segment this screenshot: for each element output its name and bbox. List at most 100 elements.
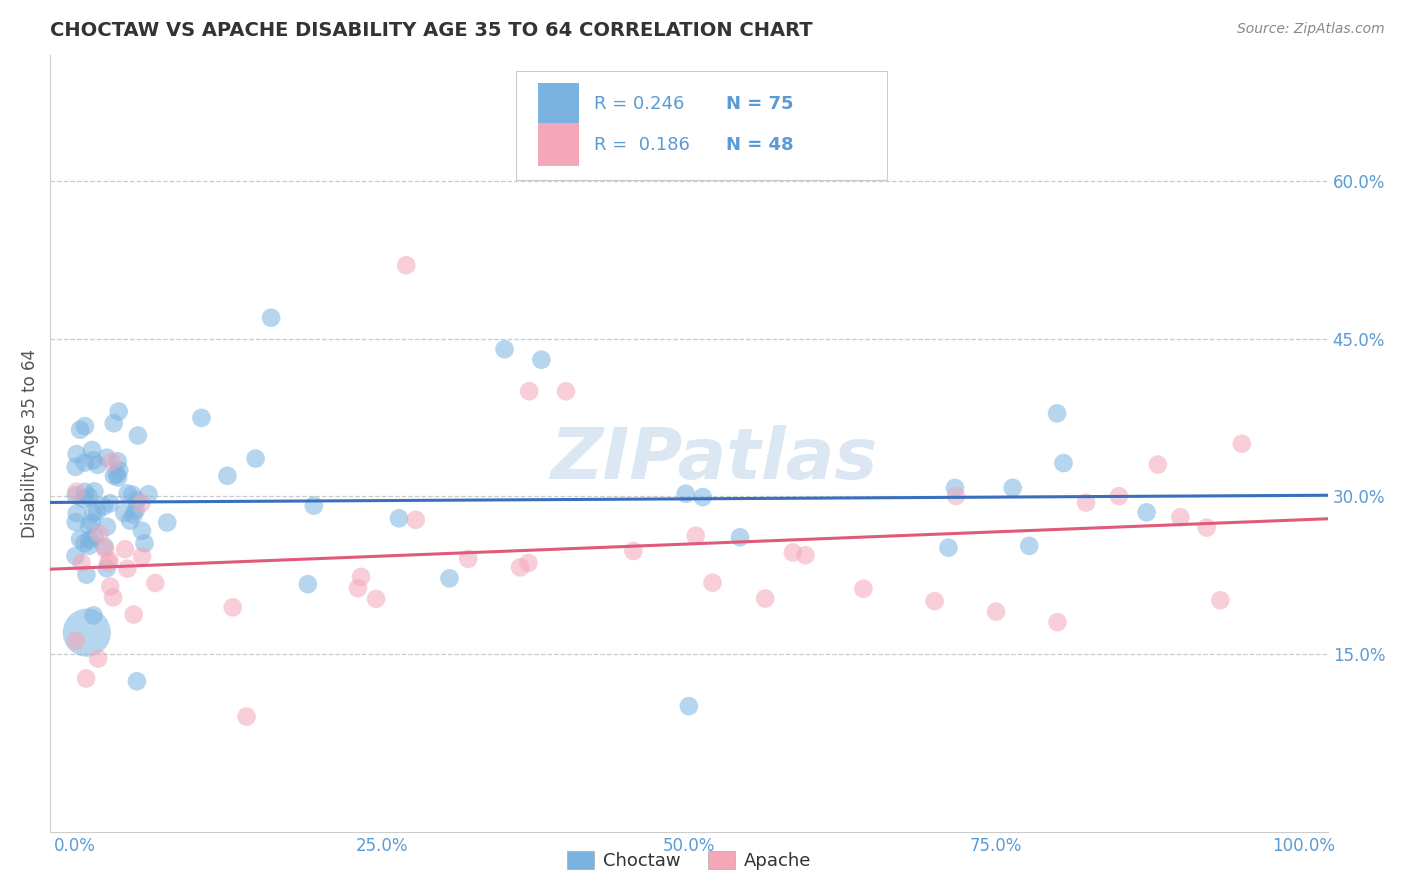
Point (98, 496, 121, 510)
Point (302, 499, 325, 513)
Point (131, 496, 153, 510)
Point (75, 567, 97, 582)
Point (93, 540, 115, 554)
Point (65, 549, 87, 563)
Point (98, 580, 121, 594)
Point (122, 607, 145, 622)
Point (388, 511, 411, 525)
FancyBboxPatch shape (516, 70, 887, 179)
Point (121, 488, 143, 502)
Point (65, 459, 87, 474)
Point (80, 442, 103, 457)
Point (405, 513, 427, 527)
Point (235, 709, 257, 723)
Point (131, 524, 153, 538)
Point (79, 533, 101, 547)
Point (107, 470, 129, 484)
Point (222, 600, 245, 615)
Point (1074, 495, 1097, 509)
Point (702, 575, 724, 590)
Point (65, 488, 87, 502)
Point (692, 490, 714, 504)
Y-axis label: Disability Age 35 to 64: Disability Age 35 to 64 (21, 349, 39, 538)
Point (89, 527, 111, 541)
Point (1046, 615, 1069, 629)
Point (782, 545, 804, 559)
Point (65, 484, 87, 499)
Point (122, 508, 145, 522)
Point (97, 556, 120, 570)
Text: Source: ZipAtlas.com: Source: ZipAtlas.com (1237, 22, 1385, 37)
Point (73, 484, 96, 499)
Point (1046, 406, 1069, 420)
Point (86, 458, 108, 472)
Point (100, 455, 122, 469)
Point (76, 625, 98, 640)
Legend: Choctaw, Apache: Choctaw, Apache (560, 844, 818, 878)
Point (96, 519, 118, 533)
Point (83, 530, 105, 544)
Text: N = 48: N = 48 (725, 136, 793, 153)
Point (80, 516, 103, 530)
Point (77, 490, 100, 504)
Point (138, 487, 160, 501)
Point (555, 384, 578, 399)
Point (87, 651, 110, 665)
Point (94, 541, 117, 556)
Point (190, 410, 212, 425)
Point (82, 453, 104, 467)
Point (66, 506, 89, 520)
Point (103, 468, 125, 483)
Point (69, 423, 91, 437)
Point (134, 536, 156, 550)
Point (517, 556, 540, 570)
Point (494, 342, 516, 356)
Point (945, 489, 967, 503)
Point (1018, 539, 1040, 553)
Point (621, 544, 644, 558)
Point (1209, 593, 1232, 607)
Point (685, 529, 707, 543)
Bar (538, 83, 579, 126)
Point (108, 463, 131, 477)
Text: CHOCTAW VS APACHE DISABILITY AGE 35 TO 64 CORRELATION CHART: CHOCTAW VS APACHE DISABILITY AGE 35 TO 6… (51, 21, 813, 40)
Point (112, 506, 135, 520)
Point (125, 503, 148, 517)
Point (1108, 489, 1130, 503)
Point (107, 404, 129, 418)
Point (96, 561, 118, 575)
Point (1195, 520, 1218, 534)
Point (114, 542, 136, 557)
Point (457, 552, 479, 566)
Point (75, 672, 97, 686)
Point (117, 486, 139, 500)
Point (156, 516, 179, 530)
Bar (538, 123, 579, 166)
Point (73, 536, 96, 550)
Point (125, 493, 148, 508)
Point (728, 530, 751, 544)
Point (73, 492, 96, 507)
Point (125, 674, 148, 689)
Text: N = 75: N = 75 (725, 95, 793, 113)
Point (245, 451, 267, 466)
Point (347, 581, 370, 595)
Point (924, 594, 946, 608)
Text: R =  0.186: R = 0.186 (595, 136, 690, 153)
Point (131, 549, 153, 564)
Point (984, 605, 1007, 619)
Point (103, 417, 125, 431)
Point (117, 562, 139, 576)
Point (260, 310, 283, 325)
Point (530, 352, 553, 367)
Point (93, 500, 115, 514)
Point (297, 577, 319, 591)
Point (364, 591, 387, 606)
Point (98, 553, 121, 567)
Text: R = 0.246: R = 0.246 (595, 95, 685, 113)
Point (1147, 458, 1170, 472)
Point (66, 447, 89, 461)
Point (217, 468, 239, 483)
Point (82, 506, 104, 520)
Point (96, 450, 118, 465)
